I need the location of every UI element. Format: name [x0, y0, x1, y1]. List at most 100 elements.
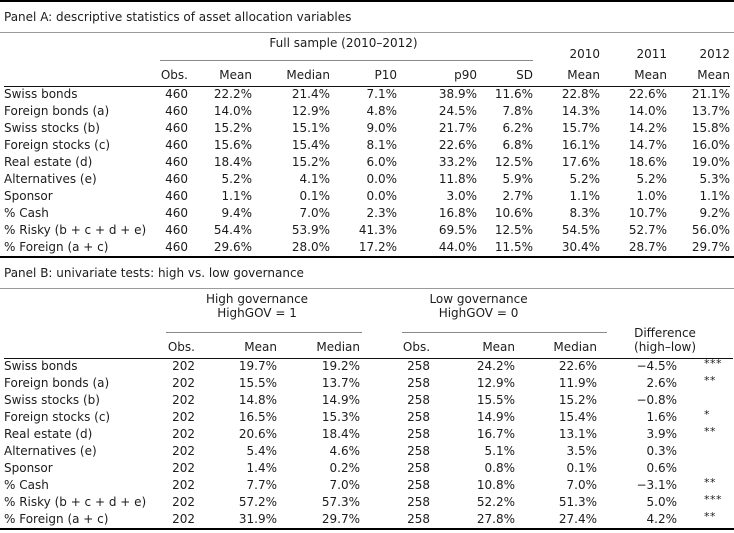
row-label: Foreign stocks (c) — [4, 138, 111, 152]
mean2011-cell: 14.0% — [628, 104, 667, 118]
p10-cell: 17.2% — [358, 240, 397, 254]
panel-b-spanner-row: High governance HighGOV = 1 Low governan… — [4, 289, 734, 359]
significance-cell: * — [677, 408, 733, 426]
table-row: Swiss bonds 202 19.7% 19.2% 258 24.2% 22… — [4, 357, 733, 375]
spanner-underline — [160, 60, 533, 61]
p10-header: P10 — [330, 61, 397, 87]
mean-low-cell: 5.1% — [484, 444, 516, 458]
mean-high-cell: 5.4% — [246, 444, 278, 458]
mean-low-cell: 0.8% — [484, 461, 516, 475]
sd-cell: 11.6% — [494, 87, 533, 102]
mean2010-cell: 16.1% — [561, 138, 600, 152]
significance-cell — [677, 443, 733, 460]
median-high-cell: 29.7% — [321, 512, 361, 526]
p90-cell: 24.5% — [438, 104, 477, 118]
median-low-cell: 11.9% — [558, 376, 598, 390]
median-low-cell: 7.0% — [566, 478, 598, 492]
obs-header: Obs. — [154, 61, 188, 87]
p10-cell: 4.8% — [366, 104, 398, 118]
mean-low-cell: 12.9% — [476, 376, 516, 390]
sd-header: SD — [477, 61, 533, 87]
mean2012-cell: 56.0% — [691, 223, 730, 237]
spanner-underline — [166, 332, 363, 333]
mean2011-cell: 14.7% — [628, 138, 667, 152]
table-row: Foreign stocks (c) 202 16.5% 15.3% 258 1… — [4, 408, 733, 426]
obs-high-cell: 202 — [172, 478, 195, 492]
mean-low-cell: 14.9% — [476, 410, 516, 424]
panel-a-title: Panel A: descriptive statistics of asset… — [0, 2, 734, 33]
p10-cell: 8.1% — [366, 138, 398, 152]
mean-low-cell: 24.2% — [476, 359, 516, 374]
median-high-cell: 0.2% — [329, 461, 361, 475]
mean2011-cell: 18.6% — [628, 155, 667, 169]
row-label: Swiss stocks (b) — [4, 121, 100, 135]
median-cell: 0.1% — [299, 189, 331, 203]
panel-a-table: Full sample (2010–2012) 2010 2011 2012 O… — [4, 33, 730, 256]
significance-stars: *** — [704, 357, 723, 371]
median-high-cell: 18.4% — [321, 427, 361, 441]
p90-cell: 33.2% — [438, 155, 477, 169]
low-governance-spanner: Low governance HighGOV = 0 — [360, 289, 608, 333]
significance-cell: ** — [677, 510, 733, 528]
difference-cell: 5.0% — [646, 495, 678, 509]
sd-cell: 5.9% — [502, 172, 534, 186]
difference-label: Difference — [634, 325, 696, 340]
significance-stars: ** — [704, 476, 717, 489]
panel-b-table: High governance HighGOV = 1 Low governan… — [4, 289, 734, 528]
obs-cell: 460 — [165, 189, 188, 203]
obs-high-cell: 202 — [172, 461, 195, 475]
obs-low-cell: 258 — [407, 512, 431, 526]
year-2010-header: 2010 — [569, 47, 600, 61]
p10-cell: 9.0% — [366, 121, 398, 135]
mean-2012-header: Mean — [667, 61, 730, 87]
median-high-cell: 13.7% — [321, 376, 361, 390]
median-high-cell: 4.6% — [329, 444, 361, 458]
difference-header: Difference (high–low) — [597, 289, 734, 359]
table-row: % Cash 460 9.4% 7.0% 2.3% 16.8% 10.6% 8.… — [4, 205, 730, 222]
mean-low-cell: 10.8% — [476, 478, 516, 492]
obs-cell: 460 — [165, 121, 188, 135]
mean2011-cell: 22.6% — [628, 87, 667, 102]
low-governance-label: Low governance — [429, 292, 528, 306]
mean2012-cell: 9.2% — [699, 206, 731, 220]
high-governance-label: High governance — [205, 292, 309, 306]
mean-low-header: Mean — [430, 333, 516, 359]
mean2012-cell: 29.7% — [691, 240, 730, 254]
mean-high-cell: 7.7% — [246, 478, 278, 492]
highgov-0-label: HighGOV = 0 — [438, 306, 519, 320]
median-cell: 12.9% — [291, 104, 330, 118]
difference-cell: 0.6% — [646, 461, 678, 475]
mean2010-cell: 22.8% — [561, 87, 600, 102]
mean2012-cell: 13.7% — [691, 104, 730, 118]
mean-2011-header: Mean — [600, 61, 667, 87]
table-row: Real estate (d) 460 18.4% 15.2% 6.0% 33.… — [4, 154, 730, 171]
obs-low-cell: 258 — [407, 376, 431, 390]
mean2010-cell: 30.4% — [561, 240, 600, 254]
row-label: Foreign stocks (c) — [4, 410, 111, 424]
median-cell: 21.4% — [291, 87, 330, 102]
sd-cell: 6.8% — [502, 138, 534, 152]
obs-low-cell: 258 — [407, 427, 431, 441]
year-2012-header: 2012 — [699, 47, 730, 61]
mean2011-cell: 5.2% — [636, 172, 668, 186]
row-label: Sponsor — [4, 189, 53, 203]
difference-cell: −4.5% — [636, 359, 678, 374]
obs-low-cell: 258 — [407, 461, 431, 475]
spanner-underline — [402, 332, 608, 333]
median-cell: 15.2% — [291, 155, 330, 169]
table-row: % Risky (b + c + d + e) 202 57.2% 57.3% … — [4, 493, 733, 511]
top-rule — [0, 0, 734, 2]
mean-cell: 14.0% — [213, 104, 252, 118]
significance-cell: *** — [677, 493, 733, 511]
obs-cell: 460 — [165, 223, 188, 237]
mean2012-cell: 1.1% — [699, 189, 731, 203]
year-2011-header: 2011 — [636, 47, 667, 61]
median-cell: 4.1% — [299, 172, 331, 186]
spacer — [4, 33, 154, 61]
significance-stars: ** — [704, 374, 717, 387]
mean2011-cell: 10.7% — [628, 206, 667, 220]
table-row: Swiss stocks (b) 202 14.8% 14.9% 258 15.… — [4, 392, 733, 409]
obs-high-cell: 202 — [172, 410, 195, 424]
mean2010-cell: 14.3% — [561, 104, 600, 118]
table-row: % Cash 202 7.7% 7.0% 258 10.8% 7.0% −3.1… — [4, 476, 733, 494]
